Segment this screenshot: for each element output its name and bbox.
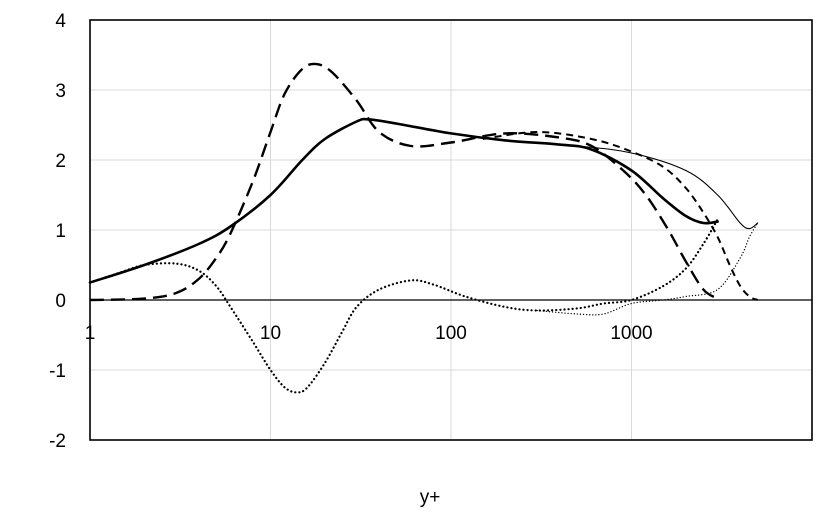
y-tick-label: 0 [55, 291, 66, 312]
series-line-dotted [88, 218, 719, 394]
x-tick-label: 1 [85, 323, 96, 344]
x-tick-labels: 1 10 100 1000 [85, 323, 653, 344]
grid [89, 19, 813, 441]
y-tick-label: 1 [55, 221, 66, 242]
x-axis-label: y+ [420, 487, 441, 508]
x-tick-label: 1000 [610, 323, 652, 344]
y-tick-label: 2 [55, 151, 66, 172]
y-tick-labels: -2 -1 0 1 2 3 4 [49, 11, 66, 452]
y-tick-label: 4 [55, 11, 66, 32]
series-line-dotted-fine [536, 222, 759, 316]
y-tick-label: 3 [55, 81, 66, 102]
series-line-short-dash [482, 131, 759, 301]
x-tick-label: 10 [260, 323, 281, 344]
series-line-solid-thin [368, 118, 759, 230]
x-tick-label: 100 [435, 323, 467, 344]
y-tick-label: -2 [49, 431, 66, 452]
plot-frame [89, 19, 813, 441]
y-tick-label: -1 [49, 361, 66, 382]
series-layer [88, 62, 759, 394]
series-line-long-dash [89, 62, 719, 302]
